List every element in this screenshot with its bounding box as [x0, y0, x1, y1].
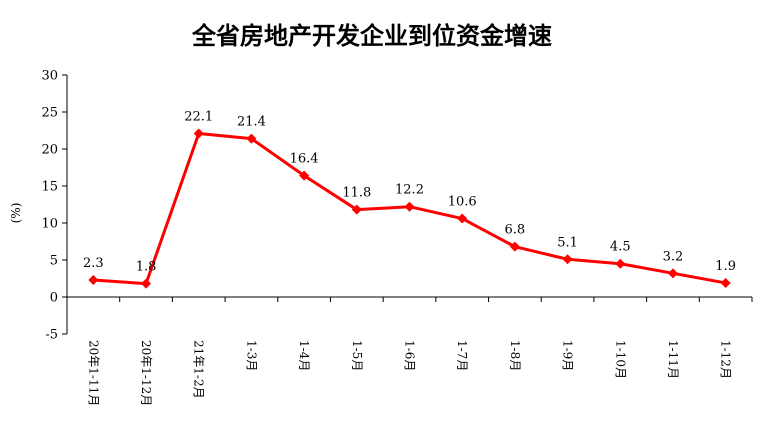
data-point-marker: [404, 201, 415, 212]
y-tick-label: 0: [50, 291, 58, 306]
data-label: 12.2: [395, 183, 424, 198]
data-label: 22.1: [184, 109, 213, 124]
y-axis-label: (%): [9, 203, 23, 224]
data-label: 1.9: [715, 259, 736, 274]
data-point-marker: [351, 204, 362, 215]
y-tick-label: -5: [45, 328, 58, 343]
y-tick-label: 5: [50, 254, 58, 269]
data-point-marker: [720, 277, 731, 288]
data-label: 3.2: [663, 249, 684, 264]
data-label: 6.8: [505, 223, 526, 238]
x-tick-label: 1-11月: [666, 340, 680, 379]
data-label: 2.3: [83, 256, 104, 271]
x-tick-label: 1-6月: [403, 340, 417, 371]
x-tick-label: 1-10月: [613, 340, 627, 379]
data-label: 21.4: [237, 115, 266, 130]
x-tick-label: 1-3月: [244, 340, 258, 371]
data-point-marker: [299, 170, 310, 181]
data-point-marker: [193, 128, 204, 139]
data-point-marker: [509, 241, 520, 252]
data-point-marker: [457, 213, 468, 224]
data-point-marker: [615, 258, 626, 269]
x-tick-label: 1-9月: [561, 340, 575, 371]
x-tick-label: 1-8月: [508, 340, 522, 371]
y-tick-label: 25: [41, 106, 58, 121]
x-tick-label: 21年1-2月: [192, 340, 206, 399]
axes: -5 0 5 10 15 20 25 30 20年1-11月 20年1-12月 21年1-2月 1-3…: [41, 69, 753, 406]
y-tick-label: 15: [41, 180, 58, 195]
series-group: 2.3 1.8 22.1 21.4 16.4 11.8 12.2 10.6 6.8 5.1 4.5 3…: [83, 109, 736, 289]
y-tick-label: 30: [41, 69, 58, 84]
chart-title: 全省房地产开发企业到位资金增速: [191, 22, 552, 50]
data-point-marker: [88, 274, 99, 285]
x-tick-label: 20年1-12月: [139, 340, 153, 406]
x-tick-label: 1-12月: [719, 340, 733, 379]
data-point-marker: [246, 133, 257, 144]
x-tick-label: 1-5月: [350, 340, 364, 371]
data-point-marker: [667, 268, 678, 279]
data-label: 16.4: [290, 152, 319, 167]
x-tick-label: 1-7月: [455, 340, 469, 371]
data-point-marker: [141, 278, 152, 289]
x-tick-label: 20年1-11月: [86, 340, 100, 406]
data-label: 5.1: [557, 235, 578, 250]
x-tick-label: 1-4月: [297, 340, 311, 371]
data-label: 11.8: [342, 186, 371, 201]
data-label: 4.5: [610, 240, 631, 255]
data-point-marker: [562, 254, 573, 265]
data-label: 10.6: [448, 195, 477, 210]
data-label: 1.8: [136, 260, 157, 275]
y-tick-label: 20: [41, 143, 58, 158]
y-tick-label: 10: [41, 217, 58, 232]
